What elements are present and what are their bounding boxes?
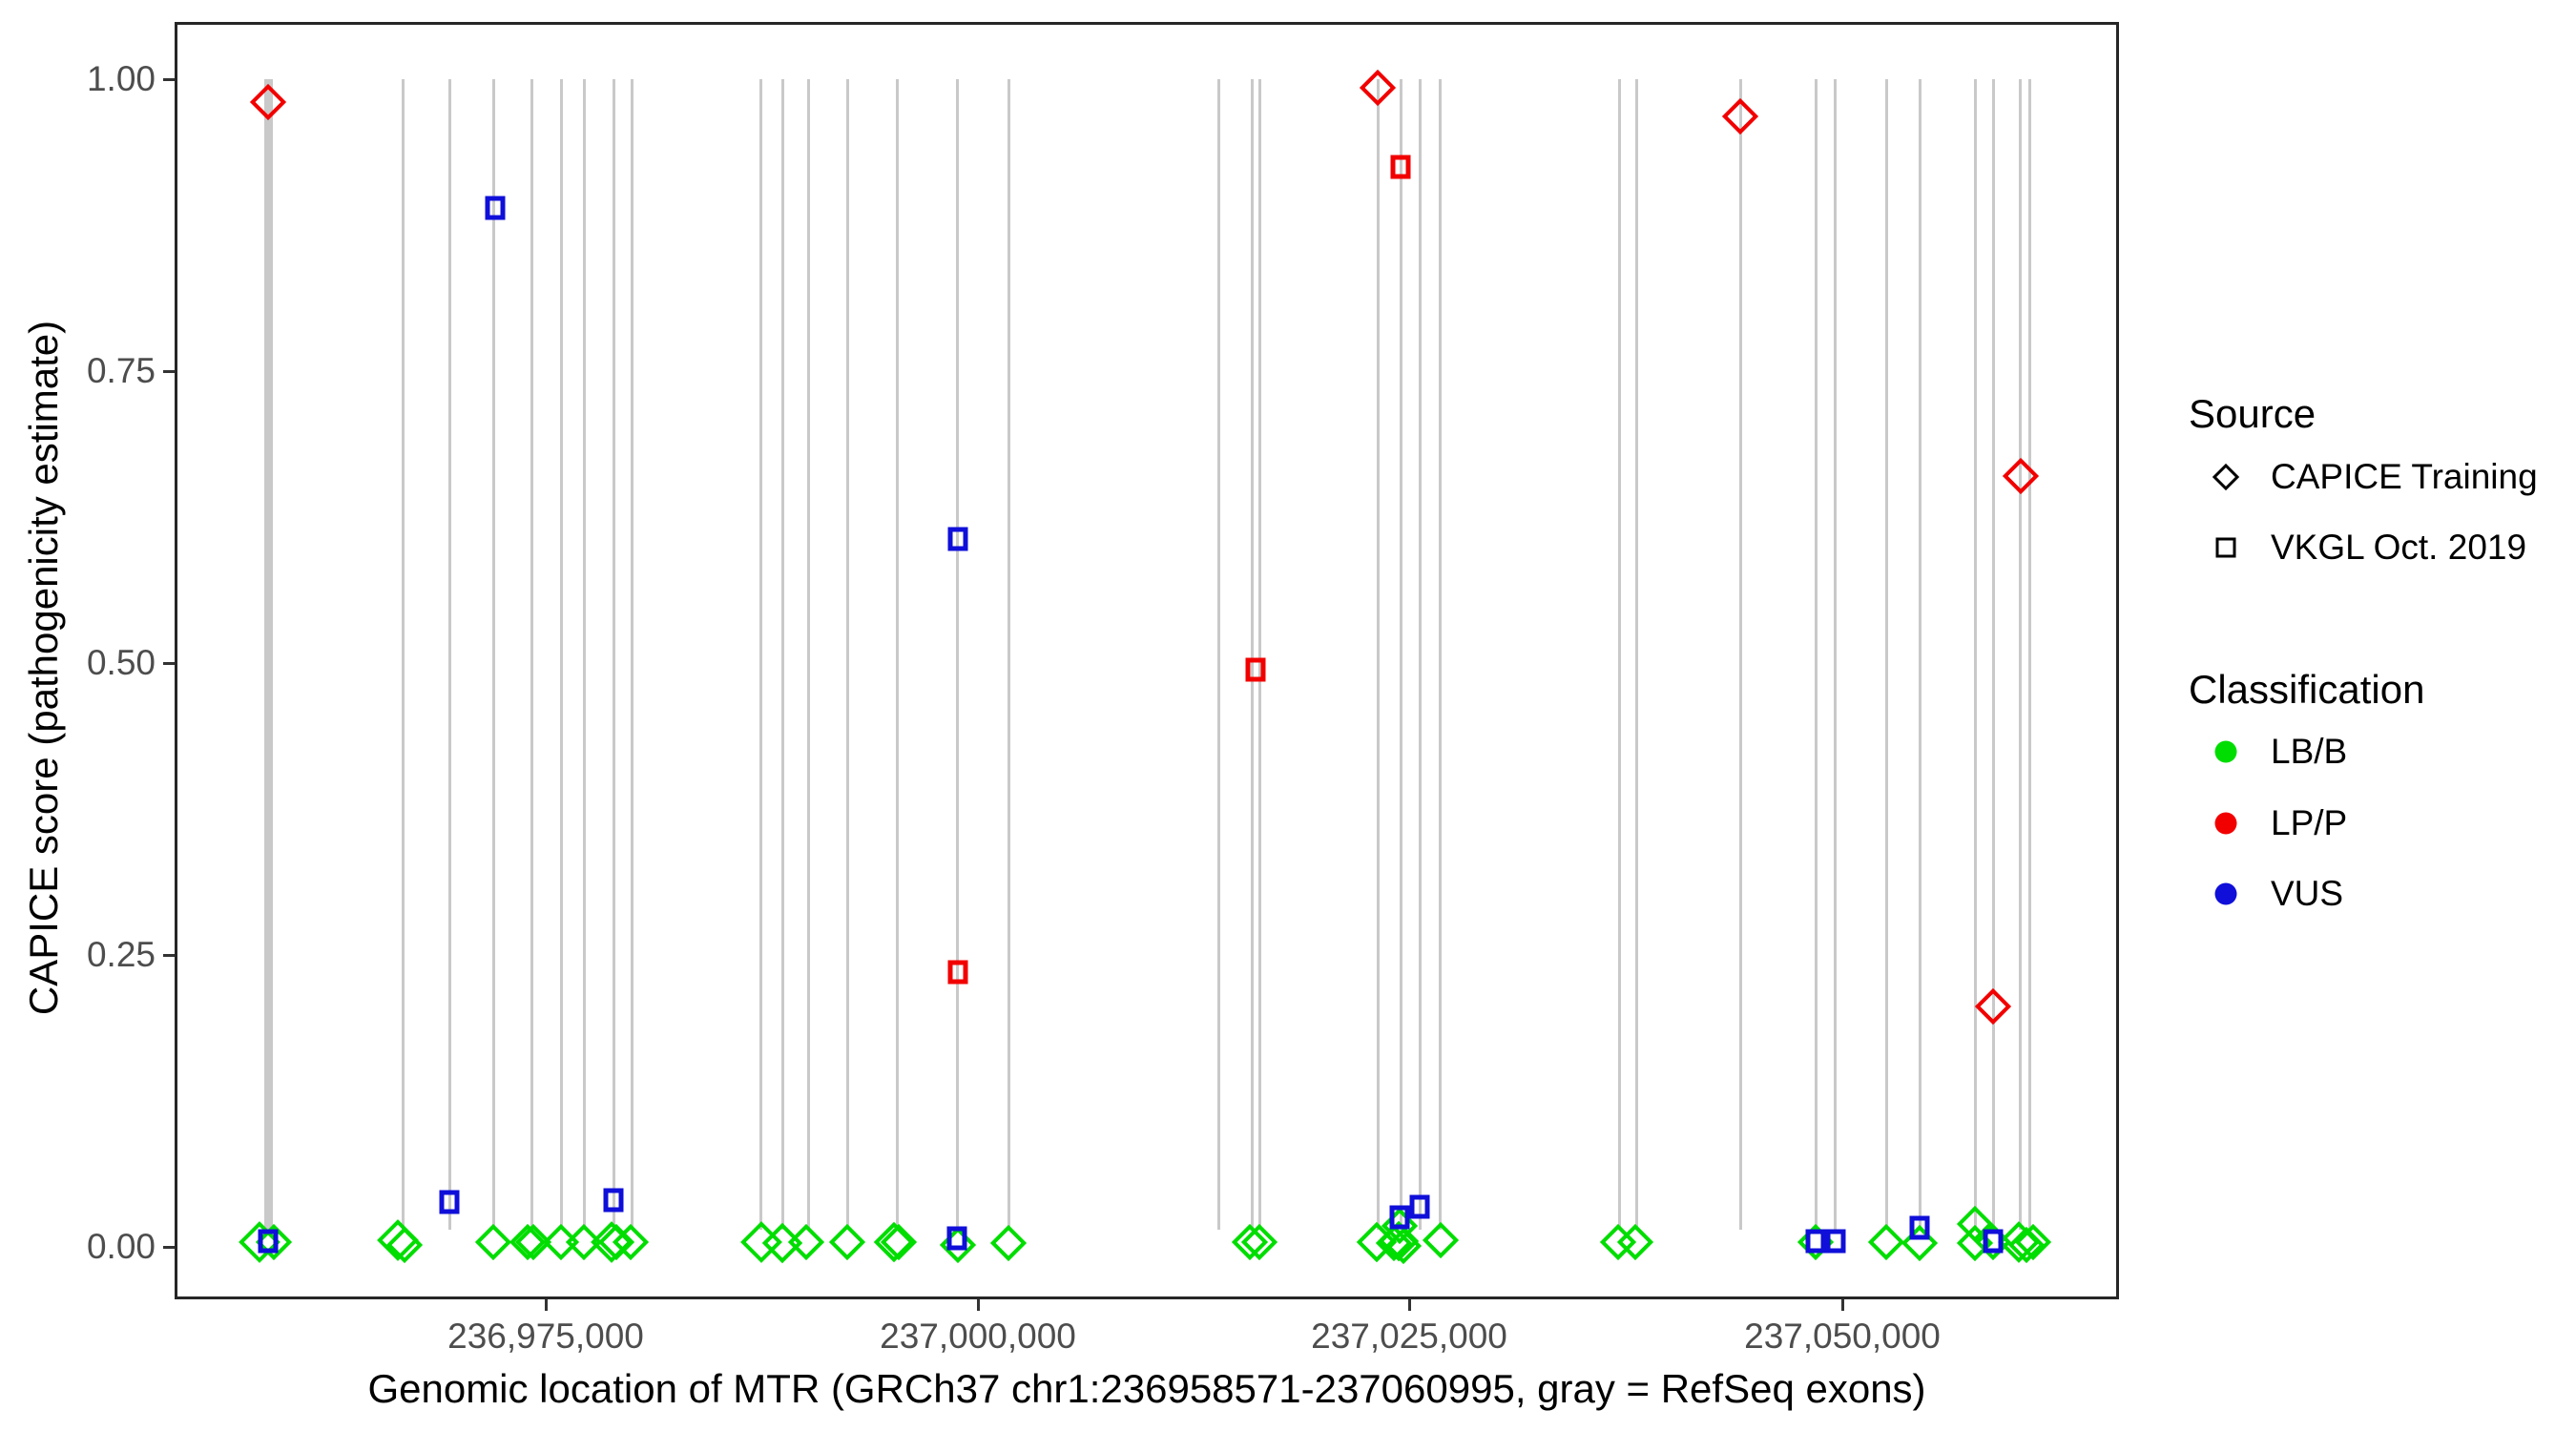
refseq-exon-line: [1991, 79, 1995, 1230]
x-tick-mark: [545, 1299, 548, 1311]
data-point: [787, 1224, 825, 1261]
refseq-exon-line: [1833, 79, 1837, 1230]
data-point: [258, 1229, 279, 1254]
data-point: [1805, 1229, 1826, 1254]
refseq-exon-line: [955, 79, 959, 1230]
refseq-exon-line: [2018, 79, 2022, 1230]
refseq-exon-line: [1973, 79, 1977, 1230]
data-point: [1389, 1205, 1410, 1230]
x-tick-label: 237,000,000: [880, 1317, 1076, 1356]
vus-dot-icon: [2214, 882, 2237, 905]
refseq-exon-line: [758, 79, 762, 1230]
data-point: [1409, 1194, 1430, 1219]
x-axis-title: Genomic location of MTR (GRCh37 chr1:236…: [367, 1366, 1926, 1411]
data-point: [1825, 1229, 1846, 1254]
data-point: [2002, 458, 2040, 495]
y-tick-mark: [163, 662, 175, 665]
refseq-exon-line: [630, 79, 634, 1230]
refseq-exon-line: [263, 79, 273, 1230]
refseq-exon-line: [1257, 79, 1261, 1230]
refseq-exon-line: [806, 79, 810, 1230]
y-tick-label: 0.25: [86, 935, 156, 974]
data-point: [1867, 1224, 1905, 1261]
refseq-exon-line: [895, 79, 899, 1230]
refseq-exon-line: [530, 79, 533, 1230]
refseq-exon-line: [612, 79, 615, 1230]
vkgl-square-icon: [2215, 537, 2236, 558]
lpp-dot-icon: [2214, 812, 2237, 835]
data-point: [1359, 69, 1397, 106]
x-tick-mark: [977, 1299, 980, 1311]
refseq-exon-line: [1438, 79, 1442, 1230]
data-point: [249, 84, 287, 121]
x-tick-mark: [1841, 1299, 1844, 1311]
lbb-dot-icon: [2214, 740, 2237, 763]
plot-panel: [175, 22, 2119, 1299]
y-tick-mark: [163, 954, 175, 957]
y-tick-label: 0.50: [86, 643, 156, 682]
x-tick-label: 237,050,000: [1744, 1317, 1941, 1356]
data-point: [1721, 98, 1759, 135]
data-point: [439, 1190, 460, 1214]
data-point: [828, 1224, 866, 1261]
refseq-exon-line: [1418, 79, 1422, 1230]
refseq-exon-line: [1376, 79, 1380, 1230]
refseq-exon-line: [2027, 79, 2031, 1230]
refseq-exon-line: [1634, 79, 1638, 1230]
refseq-exon-line: [1250, 79, 1254, 1230]
refseq-exon-line: [401, 79, 405, 1230]
data-point: [1974, 987, 2012, 1025]
refseq-exon-line: [1399, 79, 1402, 1230]
legend-item-lpp: LP/P: [2271, 803, 2348, 842]
legend-item-vus: VUS: [2271, 874, 2344, 913]
data-point: [947, 960, 968, 985]
x-tick-label: 237,025,000: [1311, 1317, 1507, 1356]
data-point: [989, 1225, 1028, 1262]
data-point: [1983, 1229, 2004, 1254]
y-axis-title: CAPICE score (pathogenicity estimate): [21, 320, 66, 1016]
refseq-exon-line: [1884, 79, 1888, 1230]
refseq-exon-line: [780, 79, 784, 1230]
y-tick-mark: [163, 1246, 175, 1249]
refseq-exon-line: [1617, 79, 1621, 1230]
data-point: [947, 527, 968, 551]
data-point: [474, 1224, 512, 1261]
refseq-exon-line: [1814, 79, 1818, 1230]
y-tick-label: 1.00: [86, 59, 156, 98]
refseq-exon-line: [559, 79, 563, 1230]
data-point: [485, 196, 506, 220]
y-tick-mark: [163, 78, 175, 81]
refseq-exon-line: [1918, 79, 1922, 1230]
data-point: [946, 1226, 967, 1251]
refseq-exon-line: [1738, 79, 1742, 1230]
legend-item-lbb: LB/B: [2271, 732, 2348, 771]
legend-item-vkgl: VKGL Oct. 2019: [2271, 528, 2527, 567]
data-point: [1422, 1221, 1460, 1258]
x-tick-mark: [1408, 1299, 1411, 1311]
legend-classification-title: Classification: [2189, 667, 2425, 712]
data-point: [1390, 155, 1411, 179]
x-tick-label: 236,975,000: [447, 1317, 644, 1356]
refseq-exon-line: [582, 79, 586, 1230]
y-tick-label: 0.00: [86, 1227, 156, 1266]
refseq-exon-line: [447, 79, 451, 1230]
refseq-exon-line: [845, 79, 849, 1230]
legend-source-title: Source: [2189, 391, 2316, 436]
legend-item-capice-training: CAPICE Training: [2271, 457, 2538, 496]
refseq-exon-line: [1007, 79, 1010, 1230]
data-point: [1909, 1215, 1930, 1240]
data-point: [1245, 657, 1266, 682]
refseq-exon-line: [1216, 79, 1220, 1230]
refseq-exon-line: [491, 79, 495, 1230]
data-point: [603, 1188, 624, 1213]
y-tick-mark: [163, 370, 175, 373]
y-tick-label: 0.75: [86, 351, 156, 390]
